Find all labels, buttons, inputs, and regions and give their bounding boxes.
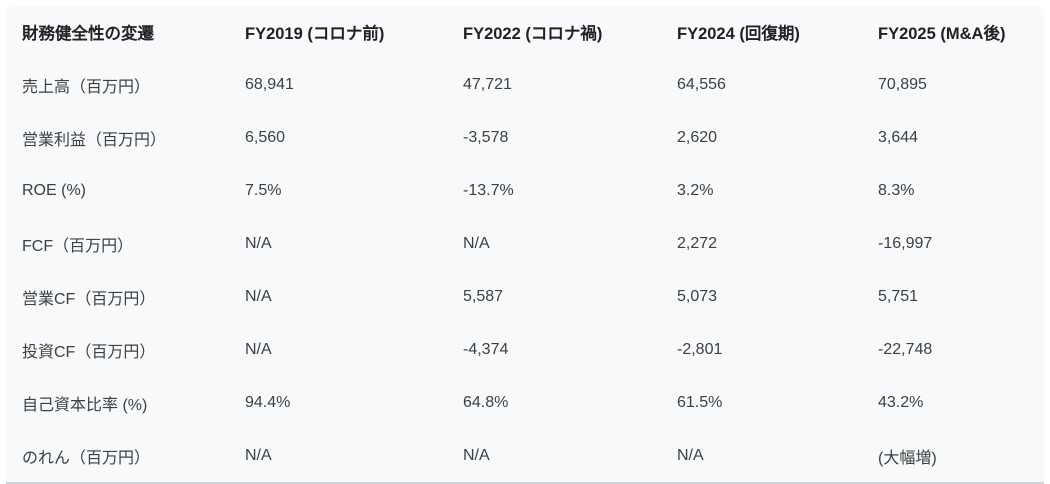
table-cell: 47,721: [463, 75, 512, 93]
column-header-fy2019: FY2019 (コロナ前): [245, 25, 385, 43]
table-row: 売上高（百万円） 68,941 47,721 64,556 70,895: [6, 58, 1044, 111]
table-title: 財務健全性の変遷: [22, 25, 154, 43]
table-row: 営業利益（百万円） 6,560 -3,578 2,620 3,644: [6, 111, 1044, 164]
table-cell: (大幅増): [878, 449, 937, 467]
row-label: 営業CF（百万円）: [22, 290, 156, 308]
table-cell: 7.5%: [245, 181, 282, 199]
row-label: 売上高（百万円）: [22, 78, 151, 96]
table-cell: 3.2%: [677, 181, 714, 199]
column-header-fy2022: FY2022 (コロナ禍): [463, 25, 603, 43]
row-label: のれん（百万円）: [22, 449, 151, 467]
table-cell: -22,748: [878, 340, 933, 358]
table-row: 営業CF（百万円） N/A 5,587 5,073 5,751: [6, 270, 1044, 323]
table-cell: 70,895: [878, 75, 927, 93]
table-cell: N/A: [245, 446, 272, 464]
table-cell: N/A: [463, 234, 490, 252]
table-cell: 2,272: [677, 234, 718, 252]
table-cell: 64,556: [677, 75, 726, 93]
table-cell: N/A: [245, 287, 272, 305]
table-cell: 3,644: [878, 128, 919, 146]
row-label: 営業利益（百万円）: [22, 131, 167, 149]
table-row: FCF（百万円） N/A N/A 2,272 -16,997: [6, 217, 1044, 270]
table-cell: N/A: [245, 234, 272, 252]
table-row: 自己資本比率 (%) 94.4% 64.8% 61.5% 43.2%: [6, 376, 1044, 429]
table-cell: -13.7%: [463, 181, 514, 199]
row-label: 自己資本比率 (%): [22, 396, 148, 414]
table-cell: N/A: [463, 446, 490, 464]
table-cell: 2,620: [677, 128, 718, 146]
table-cell: N/A: [677, 446, 704, 464]
table-cell: 8.3%: [878, 181, 915, 199]
column-header-fy2025: FY2025 (M&A後): [878, 25, 1006, 43]
table-header-row: 財務健全性の変遷 FY2019 (コロナ前) FY2022 (コロナ禍) FY2…: [6, 6, 1044, 58]
financial-health-table-card: 財務健全性の変遷 FY2019 (コロナ前) FY2022 (コロナ禍) FY2…: [6, 6, 1044, 484]
table-cell: 6,560: [245, 128, 286, 146]
table-cell: -4,374: [463, 340, 509, 358]
row-label: FCF（百万円）: [22, 237, 134, 255]
table-cell: 5,073: [677, 287, 718, 305]
table-cell: 5,587: [463, 287, 504, 305]
table-row: 投資CF（百万円） N/A -4,374 -2,801 -22,748: [6, 323, 1044, 376]
table-row: ROE (%) 7.5% -13.7% 3.2% 8.3%: [6, 164, 1044, 217]
table-cell: 61.5%: [677, 393, 723, 411]
table-cell: 94.4%: [245, 393, 291, 411]
table-cell: -16,997: [878, 234, 933, 252]
row-label: 投資CF（百万円）: [22, 343, 156, 361]
table-cell: N/A: [245, 340, 272, 358]
column-header-fy2024: FY2024 (回復期): [677, 25, 800, 43]
table-cell: 5,751: [878, 287, 919, 305]
table-cell: 43.2%: [878, 393, 924, 411]
table-cell: 68,941: [245, 75, 294, 93]
table-cell: -3,578: [463, 128, 509, 146]
table-body: 売上高（百万円） 68,941 47,721 64,556 70,895 営業利益（百万円…: [6, 58, 1044, 482]
table-cell: -2,801: [677, 340, 723, 358]
table-row: のれん（百万円） N/A N/A N/A (大幅増): [6, 429, 1044, 482]
row-label: ROE (%): [22, 181, 86, 199]
table-cell: 64.8%: [463, 393, 509, 411]
